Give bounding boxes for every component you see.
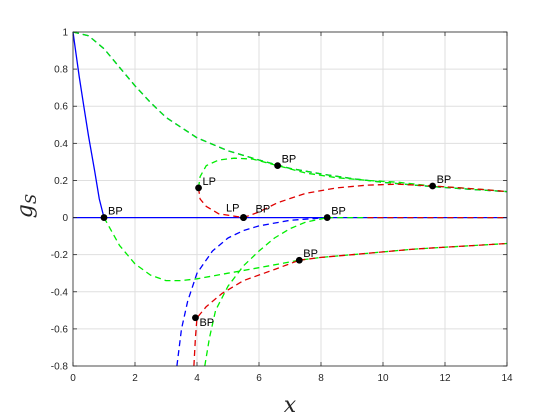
- series-line-red-12: [193, 259, 300, 367]
- y-tick-label: -0.2: [51, 250, 69, 261]
- series-line-blue-8: [176, 216, 328, 367]
- y-tick-label: 1: [62, 28, 68, 39]
- y-axis-label: gS: [13, 194, 40, 218]
- y-tick-label: 0.2: [54, 176, 68, 187]
- tick-labels: 0 2 4 6 8 10 12 14 -0.8 -0.6 -0.4 -0.2 0 0.2 0.4 0.6 0.8…: [51, 28, 513, 385]
- y-tick-label: 0.8: [54, 65, 68, 76]
- point-marker: [192, 314, 199, 322]
- series-line-red-11: [197, 183, 508, 219]
- series-line-blue-4: [72, 31, 508, 193]
- y-axis-label-main: g: [13, 204, 38, 218]
- point-label: BP: [199, 317, 214, 329]
- series-line-green-9: [204, 216, 328, 367]
- y-tick-label: -0.8: [51, 362, 69, 373]
- point-label: BP: [282, 154, 297, 166]
- point-marker: [274, 162, 281, 170]
- x-tick-label: 14: [501, 373, 513, 384]
- x-tick-label: 4: [194, 373, 200, 384]
- point-label: LP: [203, 176, 216, 188]
- point-label: BP: [256, 204, 271, 216]
- x-tick-label: 2: [132, 373, 138, 384]
- point-label: BP: [108, 206, 123, 218]
- point-label: BP: [303, 248, 318, 260]
- y-tick-label: -0.6: [51, 324, 69, 335]
- y-tick-label: 0.4: [54, 139, 68, 150]
- point-marker: [195, 184, 202, 192]
- point-label: BP: [437, 174, 452, 186]
- point-label: LP: [226, 203, 239, 215]
- x-tick-label: 12: [439, 373, 451, 384]
- plot-frame: [72, 31, 508, 367]
- point-marker: [295, 256, 303, 264]
- x-tick-label: 6: [256, 373, 262, 384]
- x-axis-label: x: [284, 393, 297, 418]
- point-markers: BP LP LP BP BP BP BP BP BP: [100, 154, 452, 329]
- x-tick-label: 0: [70, 373, 76, 384]
- y-axis-label-sub: S: [22, 194, 40, 204]
- point-marker: [240, 214, 247, 221]
- y-tick-label: 0: [62, 213, 68, 224]
- series-line-red-7: [299, 242, 508, 261]
- point-marker: [429, 182, 436, 190]
- series-line-green-5: [72, 31, 508, 193]
- point-label: BP: [331, 206, 346, 218]
- series-lines: [72, 31, 508, 367]
- y-tick-label: -0.4: [51, 287, 69, 298]
- point-marker: [323, 214, 331, 221]
- series-line-blue-0: [72, 31, 105, 218]
- y-tick-label: 0.6: [54, 102, 68, 113]
- axes: [72, 31, 508, 367]
- x-tick-label: 10: [377, 373, 389, 384]
- point-marker: [100, 214, 108, 221]
- x-tick-label: 8: [318, 373, 324, 384]
